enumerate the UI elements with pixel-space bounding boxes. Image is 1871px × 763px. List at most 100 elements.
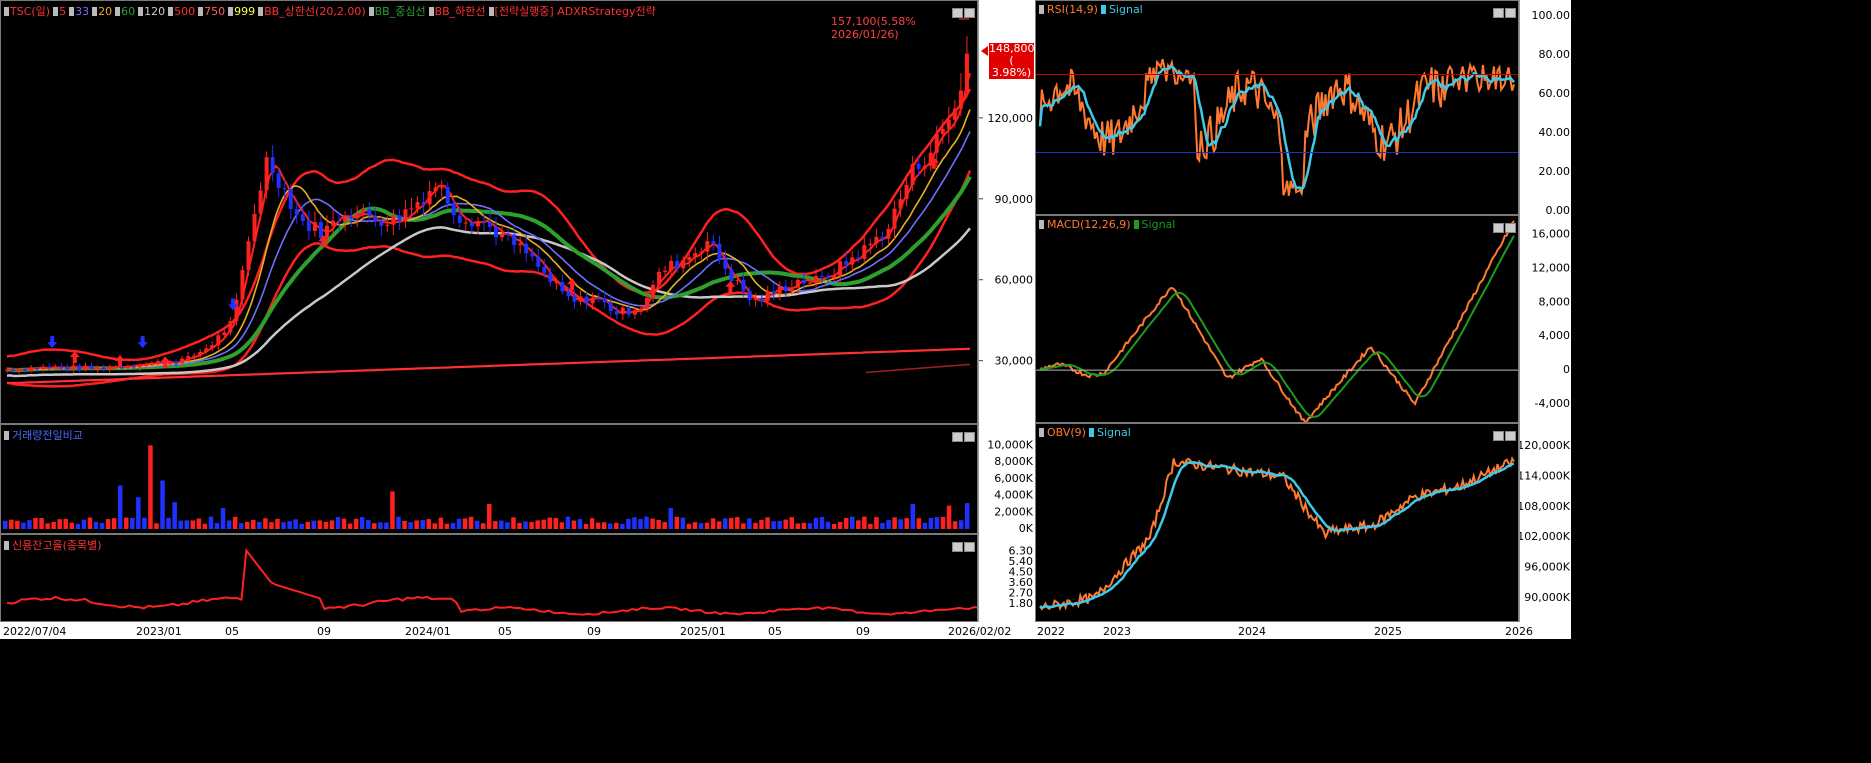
minimize-icon[interactable]: [1493, 223, 1504, 233]
volume-bar: [251, 519, 256, 529]
obv-line: [1039, 456, 1515, 611]
close-icon[interactable]: [964, 542, 975, 552]
credit-pane-buttons[interactable]: [951, 537, 975, 556]
volume-bar: [686, 523, 692, 529]
legend-item: BB_상한선(20,2.00): [264, 5, 366, 18]
candle-body: [663, 270, 668, 272]
volume-bar: [650, 518, 655, 529]
candle-body: [536, 256, 541, 267]
ma-33-line: [6, 131, 971, 372]
price-tick-label: 60,000: [995, 274, 1034, 287]
volume-y-axis: 10,000K 8,000K 6,000K 4,000K 2,000K 0K: [978, 424, 1035, 534]
price-pane[interactable]: TSC(일) 5 33 20 60 120 500 750 999 BB_상한선(20,2.00)…: [0, 0, 978, 424]
volume-bar: [523, 521, 528, 529]
volume-bar: [226, 520, 232, 529]
macd-pane-buttons[interactable]: [1492, 218, 1516, 237]
minimize-icon[interactable]: [952, 432, 963, 442]
volume-bar: [626, 518, 631, 529]
volume-bar: [964, 503, 970, 529]
main-x-axis: 2022/07/04 2023/01 05 09 2024/01 05 09 2025/01 0…: [0, 622, 1035, 639]
volume-bar: [595, 522, 601, 529]
volume-bar: [130, 517, 135, 529]
buy-arrow-icon: [725, 280, 736, 293]
indicator-x-tick-label: 2026: [1505, 625, 1533, 638]
volume-bar: [777, 520, 782, 529]
volume-tick-label: 0K: [1019, 522, 1034, 534]
volume-bar: [75, 523, 81, 529]
candle-body: [548, 272, 553, 283]
macd-tick-label: 8,000: [1539, 295, 1571, 308]
candle-body: [415, 202, 420, 209]
volume-bar: [771, 521, 776, 529]
obv-pane[interactable]: OBV(9) Signal: [1035, 423, 1519, 622]
candle-body: [910, 163, 915, 185]
volume-bar: [505, 522, 510, 529]
credit-pane[interactable]: 신용잔고율(종목별): [0, 534, 978, 622]
rsi-pane-buttons[interactable]: [1492, 3, 1516, 22]
ma-500-line: [6, 347, 971, 385]
candle-body: [940, 128, 945, 134]
minimize-icon[interactable]: [1493, 8, 1504, 18]
volume-bar: [87, 517, 93, 529]
candle-body: [137, 366, 142, 368]
minimize-icon[interactable]: [952, 8, 963, 18]
candle-body: [494, 226, 499, 238]
candle-body: [735, 279, 740, 282]
legend-item: 750: [204, 5, 226, 18]
volume-bar: [3, 520, 8, 529]
close-icon[interactable]: [964, 8, 975, 18]
volume-bar: [347, 523, 353, 529]
volume-bar: [940, 516, 946, 529]
price-pane-buttons[interactable]: [951, 3, 975, 22]
minimize-icon[interactable]: [952, 542, 963, 552]
x-tick-label: 2026/02/02: [948, 625, 1011, 638]
close-icon[interactable]: [1505, 223, 1516, 233]
minimize-icon[interactable]: [1493, 431, 1504, 441]
candle-body: [210, 345, 215, 349]
candle-body: [439, 187, 444, 189]
candle-body: [379, 221, 384, 226]
rsi-tick-label: 60.00: [1539, 87, 1571, 100]
candle-body: [844, 261, 849, 265]
legend-item: 5: [59, 5, 67, 18]
volume-bar: [862, 516, 867, 529]
indicator-x-tick-label: 2024: [1238, 625, 1266, 638]
volume-pane[interactable]: 거래량전일비교: [0, 424, 978, 534]
volume-bar: [474, 520, 480, 529]
volume-bar: [735, 517, 740, 529]
volume-bar: [904, 518, 909, 529]
volume-bar: [843, 517, 849, 529]
candle-body: [421, 202, 426, 205]
volume-bar: [741, 523, 746, 529]
x-tick-label: 2023/01: [136, 625, 182, 638]
volume-bar: [934, 517, 940, 529]
volume-bar: [837, 521, 843, 529]
current-change: ( 3.98%): [991, 54, 1032, 79]
obv-pane-buttons[interactable]: [1492, 426, 1516, 445]
volume-bar: [850, 516, 855, 529]
volume-bar: [795, 523, 801, 529]
volume-pane-buttons[interactable]: [951, 427, 975, 446]
candle-body: [59, 366, 64, 368]
candle-body: [240, 269, 245, 300]
volume-bar: [480, 523, 486, 529]
legend-item: 20: [98, 5, 113, 18]
candle-body: [554, 282, 559, 284]
close-icon[interactable]: [1505, 431, 1516, 441]
candle-body: [934, 133, 939, 153]
volume-bar: [353, 518, 359, 529]
volume-bar: [571, 520, 577, 529]
macd-line: [1039, 220, 1515, 422]
ma-20-line: [6, 109, 971, 372]
volume-tick-label: 6,000K: [994, 472, 1033, 485]
volume-bar: [910, 503, 915, 529]
macd-pane[interactable]: MACD(12,26,9) Signal: [1035, 215, 1519, 423]
volume-bar: [27, 520, 32, 529]
volume-bar: [414, 520, 419, 529]
volume-bar: [390, 491, 395, 529]
rsi-y-axis: 100.00 80.00 60.00 40.00 20.00 0.00: [1519, 0, 1571, 215]
close-icon[interactable]: [1505, 8, 1516, 18]
volume-bar: [922, 522, 928, 529]
close-icon[interactable]: [964, 432, 975, 442]
rsi-pane[interactable]: RSI(14,9) Signal: [1035, 0, 1519, 215]
